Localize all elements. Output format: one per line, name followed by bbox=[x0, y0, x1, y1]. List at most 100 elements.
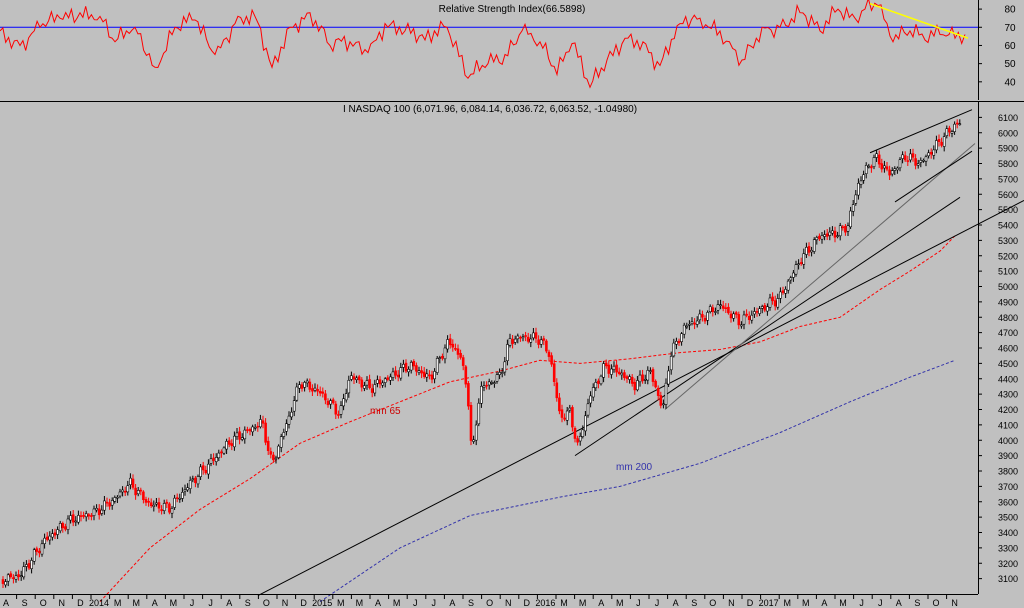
candle-body bbox=[948, 127, 951, 133]
candle-body bbox=[279, 436, 283, 448]
candle-body bbox=[110, 500, 114, 506]
candle-body bbox=[136, 490, 140, 495]
x-tick-label: J bbox=[655, 598, 660, 608]
trendline bbox=[894, 150, 973, 203]
candle-body bbox=[246, 429, 249, 431]
trendline bbox=[664, 143, 976, 410]
candle-body bbox=[942, 136, 946, 147]
candle-body bbox=[292, 400, 296, 412]
candle-body bbox=[342, 398, 345, 407]
candle-body bbox=[667, 370, 670, 385]
x-tick-label: O bbox=[263, 598, 270, 608]
candle-body bbox=[771, 296, 774, 302]
candle-body bbox=[214, 457, 218, 462]
candle-body bbox=[308, 381, 312, 390]
rsi-line bbox=[0, 0, 966, 89]
candle-body bbox=[334, 403, 338, 415]
candle-body bbox=[438, 357, 442, 359]
candle-body bbox=[620, 372, 624, 376]
candle-body bbox=[729, 313, 733, 319]
price-tick-label: 6100 bbox=[998, 113, 1018, 123]
candle-body bbox=[425, 373, 429, 378]
candle-body bbox=[472, 439, 475, 442]
candle-body bbox=[695, 320, 699, 325]
x-tick-label: A bbox=[3, 598, 9, 608]
candle-body bbox=[745, 313, 748, 316]
candle-body bbox=[896, 167, 899, 171]
candle-body bbox=[389, 376, 392, 381]
candle-body bbox=[753, 311, 756, 315]
candle-body bbox=[378, 379, 382, 385]
candle-body bbox=[220, 451, 223, 454]
candle-body bbox=[890, 170, 894, 175]
candle-body bbox=[747, 315, 751, 320]
candle-body bbox=[165, 501, 169, 504]
candle-body bbox=[316, 388, 319, 392]
candle-body bbox=[623, 372, 626, 378]
candle-body bbox=[365, 380, 369, 386]
candle-body bbox=[563, 417, 566, 420]
candle-body bbox=[641, 374, 644, 382]
candle-body bbox=[162, 503, 166, 511]
x-tick-label: A bbox=[375, 598, 381, 608]
candle-body bbox=[183, 489, 187, 492]
candle-body bbox=[854, 194, 858, 204]
candle-body bbox=[233, 435, 236, 448]
candle-body bbox=[581, 429, 585, 437]
price-tick-label: 3100 bbox=[998, 574, 1018, 584]
candle-body bbox=[441, 355, 444, 359]
candle-body bbox=[831, 230, 834, 234]
candle-body bbox=[818, 235, 821, 240]
price-tick-label: 5500 bbox=[998, 205, 1018, 215]
candle-body bbox=[766, 306, 769, 312]
x-tick-label: M bbox=[579, 598, 587, 608]
candle-body bbox=[602, 363, 605, 378]
x-tick-label: N bbox=[728, 598, 735, 608]
x-tick-label: M bbox=[170, 598, 178, 608]
candle-body bbox=[456, 348, 460, 355]
candle-body bbox=[82, 514, 85, 517]
candle-body bbox=[123, 490, 127, 493]
candle-body bbox=[597, 380, 600, 384]
x-tick-label: D bbox=[747, 598, 754, 608]
candle-body bbox=[552, 363, 556, 383]
x-tick-label: N bbox=[505, 598, 512, 608]
candle-body bbox=[17, 574, 20, 578]
candle-body bbox=[651, 369, 655, 382]
candle-body bbox=[950, 131, 954, 134]
price-tick-label: 4500 bbox=[998, 359, 1018, 369]
candle-body bbox=[6, 574, 10, 582]
price-tick-label: 5300 bbox=[998, 236, 1018, 246]
candle-body bbox=[40, 543, 44, 555]
candle-body bbox=[461, 357, 465, 366]
candle-body bbox=[14, 575, 18, 580]
candle-body bbox=[506, 344, 509, 362]
candle-body bbox=[610, 368, 613, 375]
candle-body bbox=[448, 338, 452, 346]
candle-body bbox=[945, 128, 949, 136]
candle-body bbox=[139, 489, 143, 492]
candle-body bbox=[64, 526, 67, 530]
candle-body bbox=[685, 325, 689, 328]
candle-body bbox=[311, 388, 314, 392]
candle-body bbox=[53, 532, 57, 536]
x-tick-label: M bbox=[393, 598, 401, 608]
candle-body bbox=[92, 508, 96, 516]
candle-body bbox=[799, 262, 803, 264]
candle-body bbox=[209, 458, 213, 464]
candle-body bbox=[402, 363, 405, 368]
x-tick-label: 2017 bbox=[759, 598, 779, 608]
x-tick-label: S bbox=[245, 598, 251, 608]
candle-body bbox=[482, 385, 486, 388]
x-tick-label: M bbox=[616, 598, 624, 608]
candle-body bbox=[443, 347, 447, 360]
candle-body bbox=[763, 305, 767, 311]
candle-body bbox=[451, 343, 455, 348]
candle-body bbox=[833, 230, 837, 238]
candle-body bbox=[313, 387, 317, 391]
mm65-line bbox=[99, 235, 956, 603]
candle-body bbox=[22, 566, 26, 578]
candle-body bbox=[485, 384, 488, 387]
candle-body bbox=[30, 560, 33, 570]
candle-body bbox=[885, 166, 889, 170]
